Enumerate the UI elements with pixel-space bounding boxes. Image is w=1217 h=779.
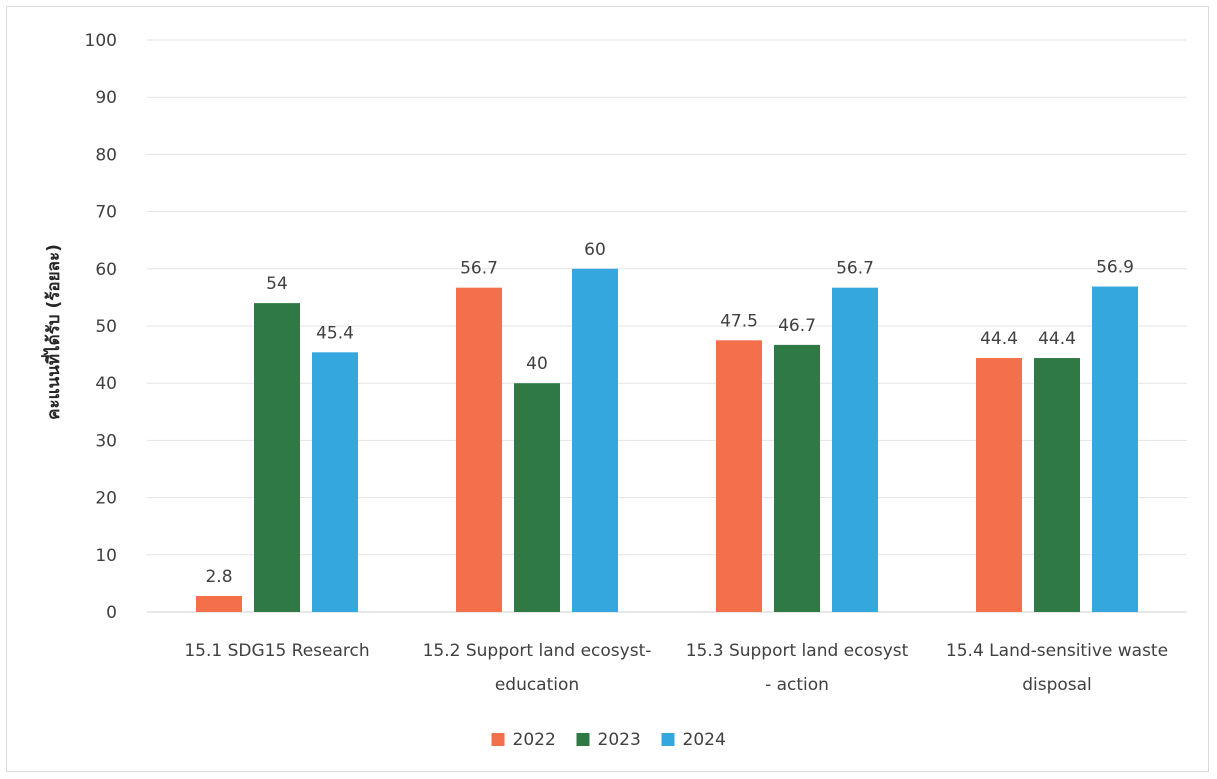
data-label: 2.8: [205, 567, 232, 587]
data-label: 47.5: [720, 311, 758, 331]
bar-2022: [716, 340, 762, 612]
data-label: 56.7: [460, 259, 498, 279]
y-tick-label: 50: [95, 317, 117, 337]
legend-label-2024: 2024: [683, 730, 726, 750]
y-tick-label: 80: [95, 145, 117, 165]
data-label: 40: [526, 354, 548, 374]
y-tick-label: 10: [95, 546, 117, 566]
bar-2022: [976, 358, 1022, 612]
y-tick-label: 30: [95, 431, 117, 451]
category-label: 15.2 Support land ecosyst-: [423, 641, 652, 661]
bar-2024: [312, 352, 358, 612]
data-labels: 2.8 54 45.4 56.7 40 60 47.5 46.7 56.7 44.4 44.4 56.…: [205, 240, 1133, 587]
y-tick-label: 70: [95, 203, 117, 223]
legend: 2022 2023 2024: [491, 730, 726, 750]
legend-swatch-2023: [576, 733, 590, 746]
data-label: 54: [266, 274, 288, 294]
bar-2024: [1092, 286, 1138, 612]
category-labels: 15.1 SDG15 Research 15.2 Support land eco…: [184, 641, 1168, 695]
bars: [196, 268, 1138, 612]
category-label: - action: [765, 675, 829, 695]
category-label: 15.1 SDG15 Research: [184, 641, 369, 661]
category-label: 15.3 Support land ecosyst: [686, 641, 909, 661]
legend-label-2022: 2022: [513, 730, 556, 750]
data-label: 60: [584, 240, 606, 260]
data-label: 56.7: [836, 259, 874, 279]
y-tick-label: 40: [95, 374, 117, 394]
y-tick-label: 90: [95, 88, 117, 108]
chart-frame: 0 10 20 30 40 50 60 70 80 90 100 2.8 54 45.4 56.7 40 60…: [6, 6, 1209, 772]
bar-2023: [1034, 358, 1080, 612]
bar-2024: [832, 287, 878, 612]
category-label: 15.4 Land-sensitive waste: [946, 641, 1168, 661]
bar-2023: [774, 344, 820, 612]
data-label: 44.4: [1038, 329, 1076, 349]
y-tick-label: 100: [85, 31, 117, 51]
data-label: 44.4: [980, 329, 1018, 349]
y-tick-label: 0: [106, 603, 117, 623]
y-axis-ticks: 0 10 20 30 40 50 60 70 80 90 100: [85, 31, 117, 623]
bar-2022: [456, 287, 502, 612]
gridlines: [147, 39, 1187, 613]
bar-2023: [254, 303, 300, 612]
legend-swatch-2022: [491, 733, 505, 746]
legend-swatch-2024: [661, 733, 675, 746]
bar-2023: [514, 383, 560, 612]
y-tick-label: 60: [95, 260, 117, 280]
bar-2024: [572, 268, 618, 612]
category-label: education: [495, 675, 579, 695]
data-label: 45.4: [316, 323, 354, 343]
y-axis-title: คะแนนที่ได้รับ (ร้อยละ): [41, 244, 64, 420]
legend-label-2023: 2023: [598, 730, 641, 750]
bar-2022: [196, 595, 242, 612]
data-label: 56.9: [1096, 258, 1134, 278]
category-label: disposal: [1022, 675, 1092, 695]
data-label: 46.7: [778, 316, 816, 336]
bar-chart: 0 10 20 30 40 50 60 70 80 90 100 2.8 54 45.4 56.7 40 60…: [41, 31, 1187, 750]
y-tick-label: 20: [95, 489, 117, 509]
